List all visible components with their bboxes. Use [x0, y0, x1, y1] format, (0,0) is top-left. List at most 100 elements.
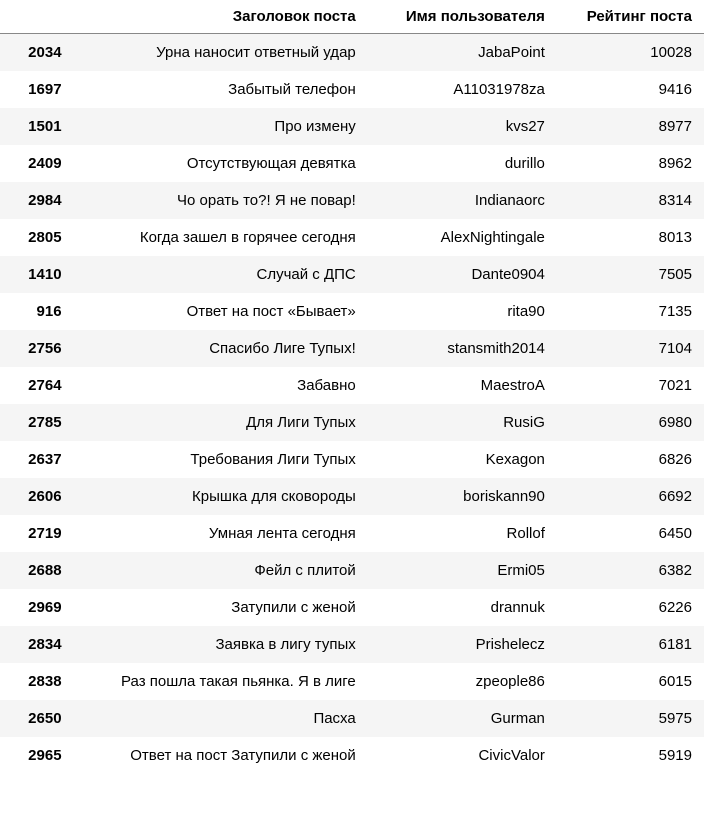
row-title: Забытый телефон	[74, 71, 368, 108]
row-user: boriskann90	[368, 478, 557, 515]
row-rating: 9416	[557, 71, 704, 108]
row-user: CivicValor	[368, 737, 557, 774]
row-user: JabaPoint	[368, 34, 557, 72]
row-rating: 6826	[557, 441, 704, 478]
row-rating: 6692	[557, 478, 704, 515]
row-title: Ответ на пост Затупили с женой	[74, 737, 368, 774]
col-header-rating: Рейтинг поста	[557, 0, 704, 34]
row-title: Отсутствующая девятка	[74, 145, 368, 182]
row-index: 2969	[0, 589, 74, 626]
table-row: 2637Требования Лиги ТупыхKexagon6826	[0, 441, 704, 478]
table-row: 1410Случай с ДПСDante09047505	[0, 256, 704, 293]
row-rating: 10028	[557, 34, 704, 72]
row-title: Спасибо Лиге Тупых!	[74, 330, 368, 367]
row-title: Для Лиги Тупых	[74, 404, 368, 441]
row-title: Забавно	[74, 367, 368, 404]
row-rating: 5975	[557, 700, 704, 737]
row-user: kvs27	[368, 108, 557, 145]
row-index: 2650	[0, 700, 74, 737]
table-row: 2650ПасхаGurman5975	[0, 700, 704, 737]
col-header-user: Имя пользователя	[368, 0, 557, 34]
table-row: 2969Затупили с женойdrannuk6226	[0, 589, 704, 626]
table-row: 2688Фейл с плитойErmi056382	[0, 552, 704, 589]
col-header-title: Заголовок поста	[74, 0, 368, 34]
row-user: zpeople86	[368, 663, 557, 700]
table-row: 2984Чо орать то?! Я не повар!Indianaorc8…	[0, 182, 704, 219]
row-title: Крышка для сковороды	[74, 478, 368, 515]
row-index: 2719	[0, 515, 74, 552]
row-user: Ermi05	[368, 552, 557, 589]
row-user: MaestroA	[368, 367, 557, 404]
table-body: 2034Урна наносит ответный ударJabaPoint1…	[0, 34, 704, 775]
table-row: 916Ответ на пост «Бывает»rita907135	[0, 293, 704, 330]
table-row: 2838Раз пошла такая пьянка. Я в лигеzpeo…	[0, 663, 704, 700]
table-header: Заголовок поста Имя пользователя Рейтинг…	[0, 0, 704, 34]
row-index: 2034	[0, 34, 74, 72]
row-index: 2764	[0, 367, 74, 404]
table-row: 2764ЗабавноMaestroA7021	[0, 367, 704, 404]
row-index: 2409	[0, 145, 74, 182]
row-index: 1501	[0, 108, 74, 145]
row-title: Требования Лиги Тупых	[74, 441, 368, 478]
row-user: Kexagon	[368, 441, 557, 478]
row-index: 2805	[0, 219, 74, 256]
row-title: Про измену	[74, 108, 368, 145]
row-title: Заявка в лигу тупых	[74, 626, 368, 663]
row-index: 1410	[0, 256, 74, 293]
row-index: 2688	[0, 552, 74, 589]
row-user: stansmith2014	[368, 330, 557, 367]
row-user: durillo	[368, 145, 557, 182]
row-title: Ответ на пост «Бывает»	[74, 293, 368, 330]
row-rating: 7021	[557, 367, 704, 404]
row-title: Фейл с плитой	[74, 552, 368, 589]
table-row: 2606Крышка для сковородыboriskann906692	[0, 478, 704, 515]
row-title: Пасха	[74, 700, 368, 737]
table-row: 2409Отсутствующая девяткаdurillo8962	[0, 145, 704, 182]
row-rating: 6980	[557, 404, 704, 441]
row-rating: 7135	[557, 293, 704, 330]
row-title: Урна наносит ответный удар	[74, 34, 368, 72]
row-user: Gurman	[368, 700, 557, 737]
row-user: drannuk	[368, 589, 557, 626]
row-index: 2984	[0, 182, 74, 219]
row-index: 2756	[0, 330, 74, 367]
row-user: Prishelecz	[368, 626, 557, 663]
row-rating: 5919	[557, 737, 704, 774]
row-user: RusiG	[368, 404, 557, 441]
table-row: 2756Спасибо Лиге Тупых!stansmith20147104	[0, 330, 704, 367]
row-user: A11031978za	[368, 71, 557, 108]
row-index: 2965	[0, 737, 74, 774]
row-index: 2785	[0, 404, 74, 441]
table-row: 2785Для Лиги ТупыхRusiG6980	[0, 404, 704, 441]
row-rating: 6181	[557, 626, 704, 663]
row-rating: 6382	[557, 552, 704, 589]
row-rating: 6015	[557, 663, 704, 700]
row-user: Indianaorc	[368, 182, 557, 219]
row-rating: 7104	[557, 330, 704, 367]
row-title: Раз пошла такая пьянка. Я в лиге	[74, 663, 368, 700]
row-index: 2838	[0, 663, 74, 700]
table-row: 1697Забытый телефонA11031978za9416	[0, 71, 704, 108]
row-title: Чо орать то?! Я не повар!	[74, 182, 368, 219]
row-index: 916	[0, 293, 74, 330]
table-row: 1501Про изменуkvs278977	[0, 108, 704, 145]
row-user: Dante0904	[368, 256, 557, 293]
row-rating: 8977	[557, 108, 704, 145]
row-rating: 8013	[557, 219, 704, 256]
row-index: 2637	[0, 441, 74, 478]
row-rating: 8314	[557, 182, 704, 219]
col-header-index	[0, 0, 74, 34]
row-user: AlexNightingale	[368, 219, 557, 256]
row-title: Умная лента сегодня	[74, 515, 368, 552]
row-index: 2606	[0, 478, 74, 515]
row-index: 1697	[0, 71, 74, 108]
row-rating: 6226	[557, 589, 704, 626]
posts-table: Заголовок поста Имя пользователя Рейтинг…	[0, 0, 704, 774]
table-row: 2805Когда зашел в горячее сегодняAlexNig…	[0, 219, 704, 256]
row-index: 2834	[0, 626, 74, 663]
row-user: rita90	[368, 293, 557, 330]
row-rating: 8962	[557, 145, 704, 182]
row-user: Rollof	[368, 515, 557, 552]
row-title: Случай с ДПС	[74, 256, 368, 293]
row-rating: 7505	[557, 256, 704, 293]
